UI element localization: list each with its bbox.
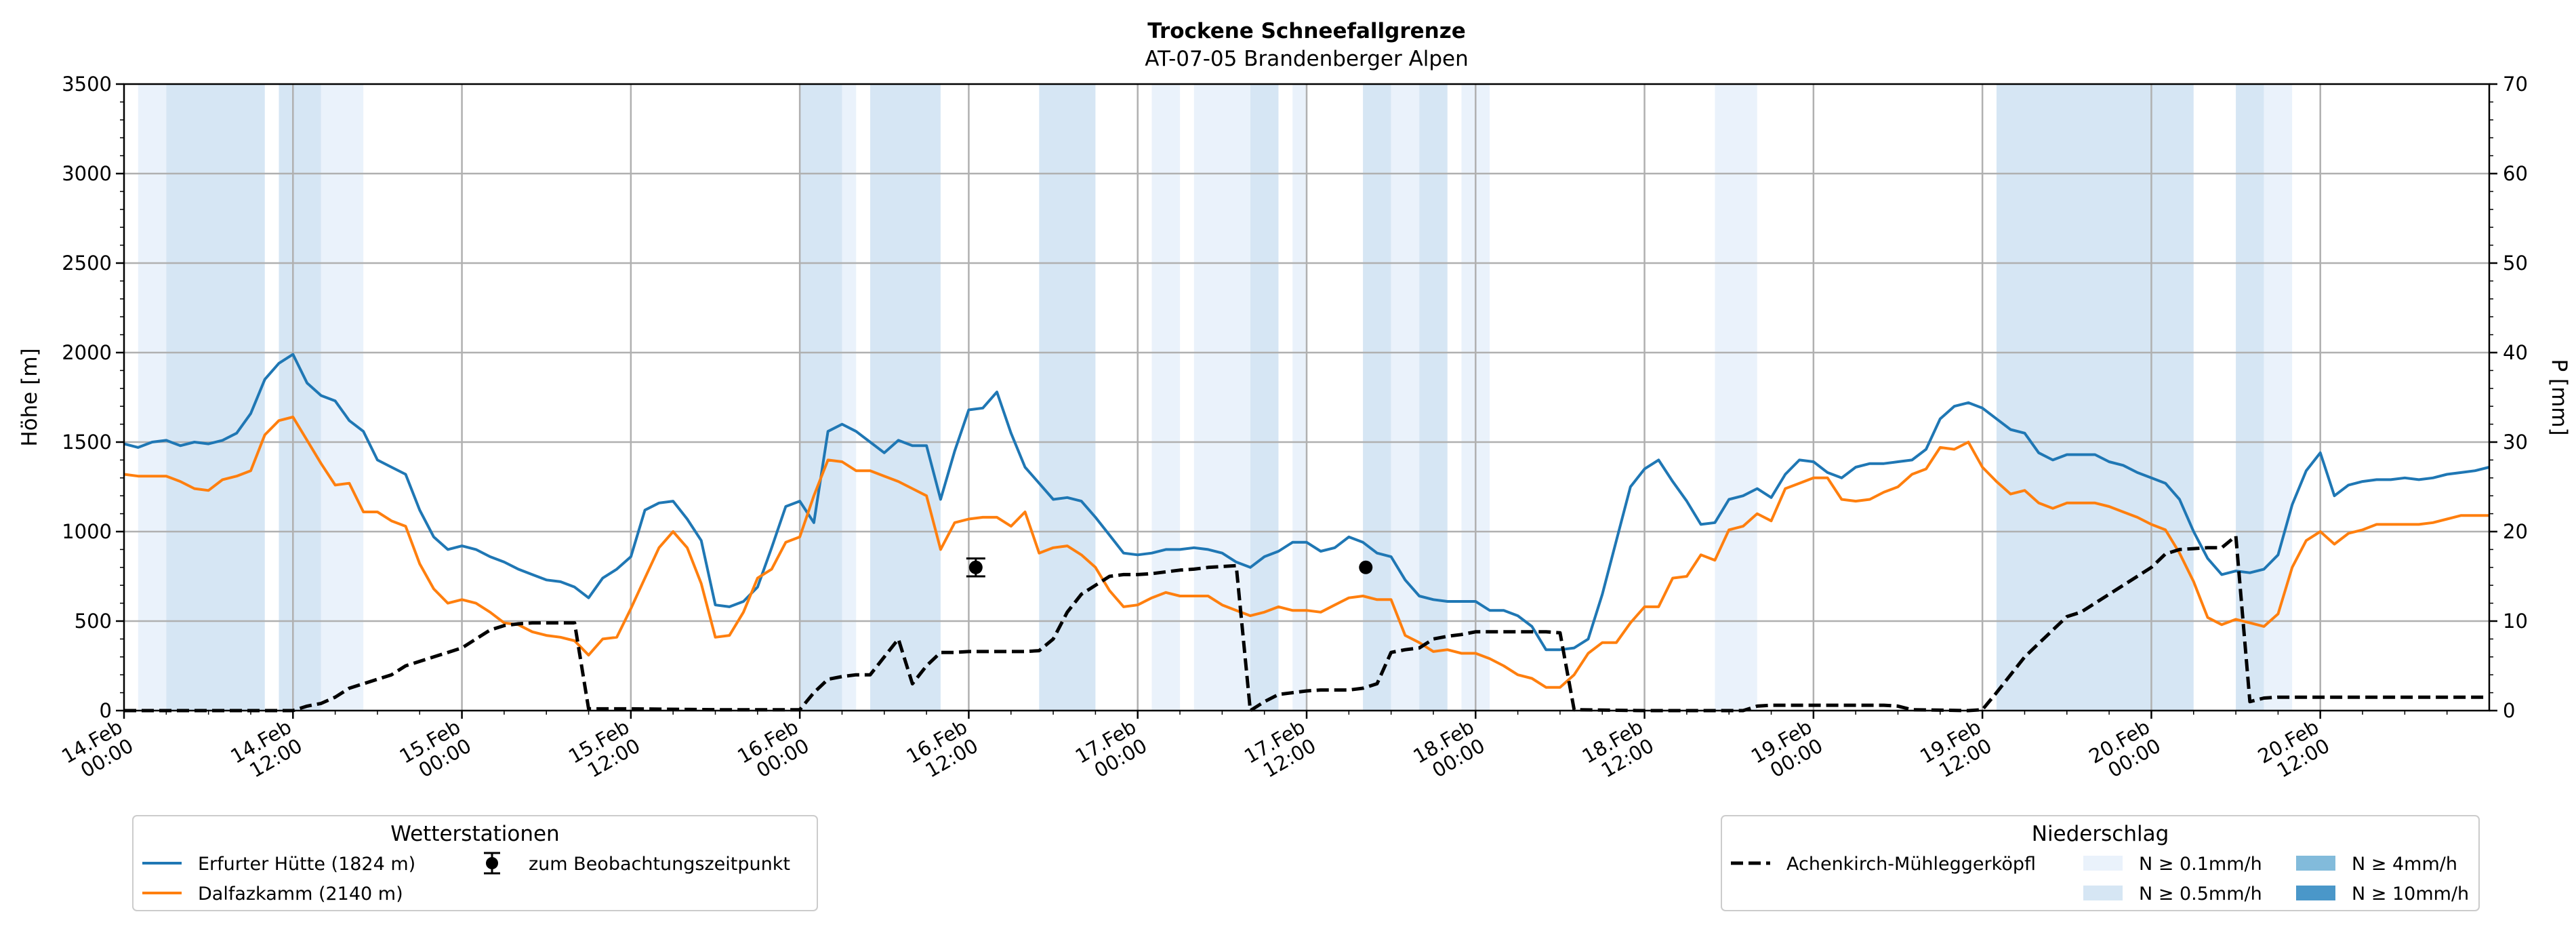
series [123, 353, 2490, 713]
y-tick-label-1: 500 [75, 610, 112, 633]
precip-band-8 [1151, 84, 1181, 711]
legend-swatch-precip-0 [2083, 856, 2123, 871]
y-axis-label-right: P [mm] [2547, 359, 2571, 435]
y-axis-label: Höhe [m] [18, 348, 42, 446]
legend-stations-title: Wetterstationen [390, 822, 559, 846]
precip-band-16 [1715, 84, 1757, 711]
observation-point [968, 560, 983, 574]
precip-band-6 [870, 84, 941, 711]
y-tick-label-5: 2500 [62, 252, 112, 275]
y-right-tick-label-6: 60 [2503, 162, 2528, 185]
precip-band-7 [1039, 84, 1096, 711]
legend-precip-title: Niederschlag [2032, 822, 2169, 846]
precip-band-17 [1996, 84, 2194, 711]
legend-swatch-precip-2 [2296, 856, 2335, 871]
legend-stations: Wetterstationen Erfurter Hütte (1824 m) … [132, 815, 818, 911]
precip-band-19 [2264, 84, 2293, 711]
y-tick-label-2: 1000 [62, 520, 112, 543]
legend-label-precip-1: N ≥ 0.5mm/h [2139, 884, 2262, 905]
precip-band-4 [800, 84, 842, 711]
precip-band-13 [1391, 84, 1420, 711]
legend-label-achenkirch: Achenkirch-Mühleggerköpfl [1786, 854, 2036, 875]
chart-title: Trockene Schneefallgrenze [1147, 19, 1466, 43]
legend-stations-frame [132, 815, 818, 911]
observation-point [1359, 560, 1373, 574]
precip-band-12 [1363, 84, 1391, 711]
y-right-tick-label-2: 20 [2503, 520, 2528, 543]
y-right-tick-label-4: 40 [2503, 341, 2528, 364]
precip-band-5 [842, 84, 857, 711]
y-right-tick-label-5: 50 [2503, 252, 2528, 275]
legend-label-precip-0: N ≥ 0.1mm/h [2139, 854, 2262, 875]
y-right-tick-label-7: 70 [2503, 73, 2528, 96]
observations [966, 557, 1373, 578]
y-tick-label-0: 0 [100, 699, 112, 722]
y-right-tick-label-3: 30 [2503, 431, 2528, 454]
y-tick-label-4: 2000 [62, 341, 112, 364]
series-line-2 [124, 534, 2489, 713]
precip-band-18 [2236, 84, 2264, 711]
y-tick-label-6: 3000 [62, 162, 112, 185]
legend-label-precip-2: N ≥ 4mm/h [2352, 854, 2457, 875]
observation-marker-1 [1359, 560, 1373, 574]
y-right-tick-label-0: 0 [2503, 699, 2515, 722]
series-line-0 [123, 353, 2490, 652]
y-right-tick-label-1: 10 [2503, 610, 2528, 633]
legend-label-precip-3: N ≥ 10mm/h [2352, 884, 2469, 905]
legend-label-observation: zum Beobachtungszeitpunkt [529, 854, 790, 875]
legend-label-dalfazkamm: Dalfazkamm (2140 m) [198, 884, 403, 905]
legend-swatch-precip-3 [2296, 886, 2335, 900]
precip-band-1 [166, 84, 265, 711]
precip-band-11 [1292, 84, 1307, 711]
legend-swatch-observation [484, 852, 500, 875]
observation-marker-0 [966, 557, 985, 578]
precip-band-14 [1419, 84, 1448, 711]
y-tick-label-3: 1500 [62, 431, 112, 454]
grid [124, 84, 2489, 711]
precip-band-10 [1250, 84, 1279, 711]
precip-band-2 [279, 84, 321, 711]
y-tick-label-7: 3500 [62, 73, 112, 96]
legend-precip: Niederschlag Achenkirch-Mühleggerköpfl N… [1721, 815, 2480, 911]
legend-label-erfurter: Erfurter Hütte (1824 m) [198, 854, 415, 875]
chart-subtitle: AT-07-05 Brandenberger Alpen [1145, 47, 1469, 71]
precip-band-0 [138, 84, 167, 711]
legend-swatch-precip-1 [2083, 886, 2123, 900]
